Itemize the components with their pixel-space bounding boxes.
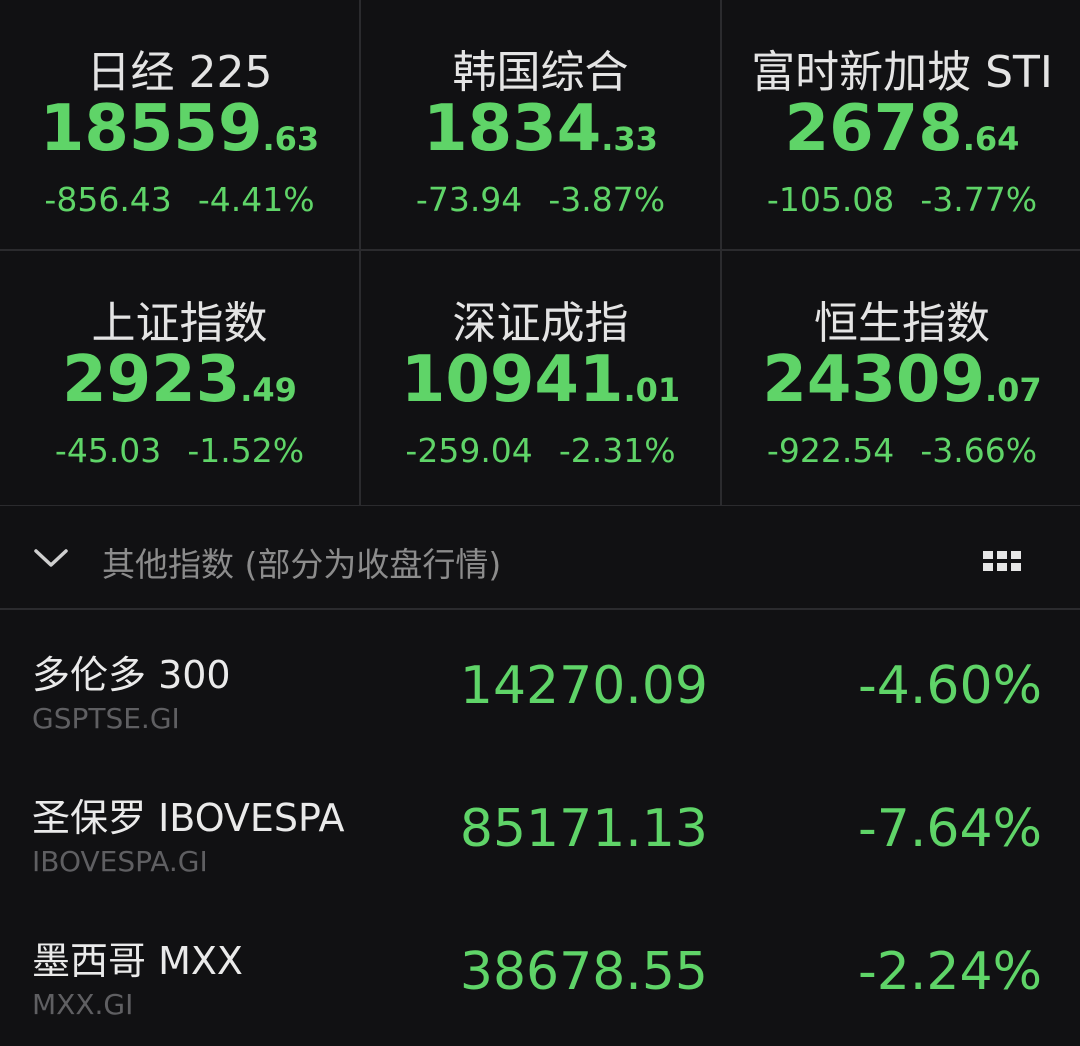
change-value: -45.03: [54, 431, 162, 470]
price-decimal: .07: [984, 371, 1042, 409]
price-decimal: .01: [623, 371, 681, 409]
change-percent: -3.77%: [920, 180, 1038, 219]
price-decimal: .63: [262, 120, 320, 158]
index-tile[interactable]: 富时新加坡 STI 2678.64 -105.08 -3.77%: [722, 0, 1080, 249]
row-code: MXX.GI: [32, 988, 134, 1021]
section-header[interactable]: 其他指数 (部分为收盘行情): [0, 506, 1080, 610]
index-tile[interactable]: 日经 225 18559.63 -856.43 -4.41%: [0, 0, 359, 249]
change-value: -73.94: [415, 180, 523, 219]
change-value: -922.54: [766, 431, 895, 470]
change-value: -259.04: [405, 431, 533, 470]
list-row[interactable]: 圣保罗 IBOVESPA IBOVESPA.GI 85171.13 -7.64%: [0, 753, 1080, 896]
change-percent: -1.52%: [187, 431, 305, 470]
row-percent: -2.24%: [858, 942, 1042, 1002]
price-integer: 2923: [62, 343, 241, 417]
index-change: -922.54 -3.66%: [722, 431, 1080, 470]
index-price: 24309.07: [722, 343, 1080, 417]
price-decimal: .49: [240, 371, 297, 409]
price-integer: 2678: [784, 92, 963, 166]
index-grid: 日经 225 18559.63 -856.43 -4.41% 韩国综合 1834.33 -7…: [0, 0, 1080, 506]
index-change: -73.94 -3.87%: [361, 180, 720, 219]
row-price: 85171.13: [459, 799, 708, 859]
change-percent: -2.31%: [558, 431, 676, 470]
change-value: -856.43: [44, 180, 172, 219]
row-name: 墨西哥 MXX: [32, 939, 243, 983]
row-code: IBOVESPA.GI: [32, 845, 208, 878]
price-integer: 10941: [400, 343, 624, 417]
list-row[interactable]: 多伦多 300 GSPTSE.GI 14270.09 -4.60%: [0, 610, 1080, 753]
index-name: 富时新加坡 STI: [751, 47, 1053, 98]
index-tile[interactable]: 韩国综合 1834.33 -73.94 -3.87%: [361, 0, 720, 249]
price-decimal: .64: [962, 120, 1020, 158]
index-name: 日经 225: [86, 47, 273, 98]
change-percent: -3.66%: [920, 431, 1038, 470]
index-name: 上证指数: [91, 298, 268, 349]
index-price: 1834.33: [361, 92, 720, 166]
row-price: 38678.55: [459, 942, 708, 1002]
row-percent: -4.60%: [858, 656, 1042, 716]
grid-icon[interactable]: [983, 547, 1023, 575]
price-integer: 24309: [762, 343, 985, 417]
index-change: -45.03 -1.52%: [0, 431, 359, 470]
index-tile[interactable]: 恒生指数 24309.07 -922.54 -3.66%: [722, 251, 1080, 505]
index-price: 18559.63: [0, 92, 359, 166]
index-change: -259.04 -2.31%: [361, 431, 720, 470]
index-price: 2678.64: [722, 92, 1080, 166]
price-integer: 18559: [39, 92, 263, 166]
index-change: -856.43 -4.41%: [0, 180, 359, 219]
row-percent: -7.64%: [858, 799, 1042, 859]
list-row[interactable]: 墨西哥 MXX MXX.GI 38678.55 -2.24%: [0, 896, 1080, 1039]
price-integer: 1834: [423, 92, 602, 166]
index-price: 2923.49: [0, 343, 359, 417]
price-decimal: .33: [601, 120, 658, 158]
chevron-icon[interactable]: [32, 546, 70, 570]
index-name: 深证成指: [452, 298, 629, 349]
row-price: 14270.09: [459, 656, 708, 716]
change-percent: -4.41%: [197, 180, 315, 219]
index-tile[interactable]: 上证指数 2923.49 -45.03 -1.52%: [0, 251, 359, 505]
index-tile[interactable]: 深证成指 10941.01 -259.04 -2.31%: [361, 251, 720, 505]
index-name: 恒生指数: [814, 298, 990, 349]
section-title: 其他指数 (部分为收盘行情): [102, 545, 502, 584]
change-value: -105.08: [766, 180, 895, 219]
row-code: GSPTSE.GI: [32, 702, 180, 735]
index-name: 韩国综合: [452, 47, 629, 98]
change-percent: -3.87%: [548, 180, 666, 219]
index-price: 10941.01: [361, 343, 720, 417]
row-name: 圣保罗 IBOVESPA: [32, 796, 345, 840]
index-change: -105.08 -3.77%: [722, 180, 1080, 219]
row-name: 多伦多 300: [32, 653, 231, 697]
